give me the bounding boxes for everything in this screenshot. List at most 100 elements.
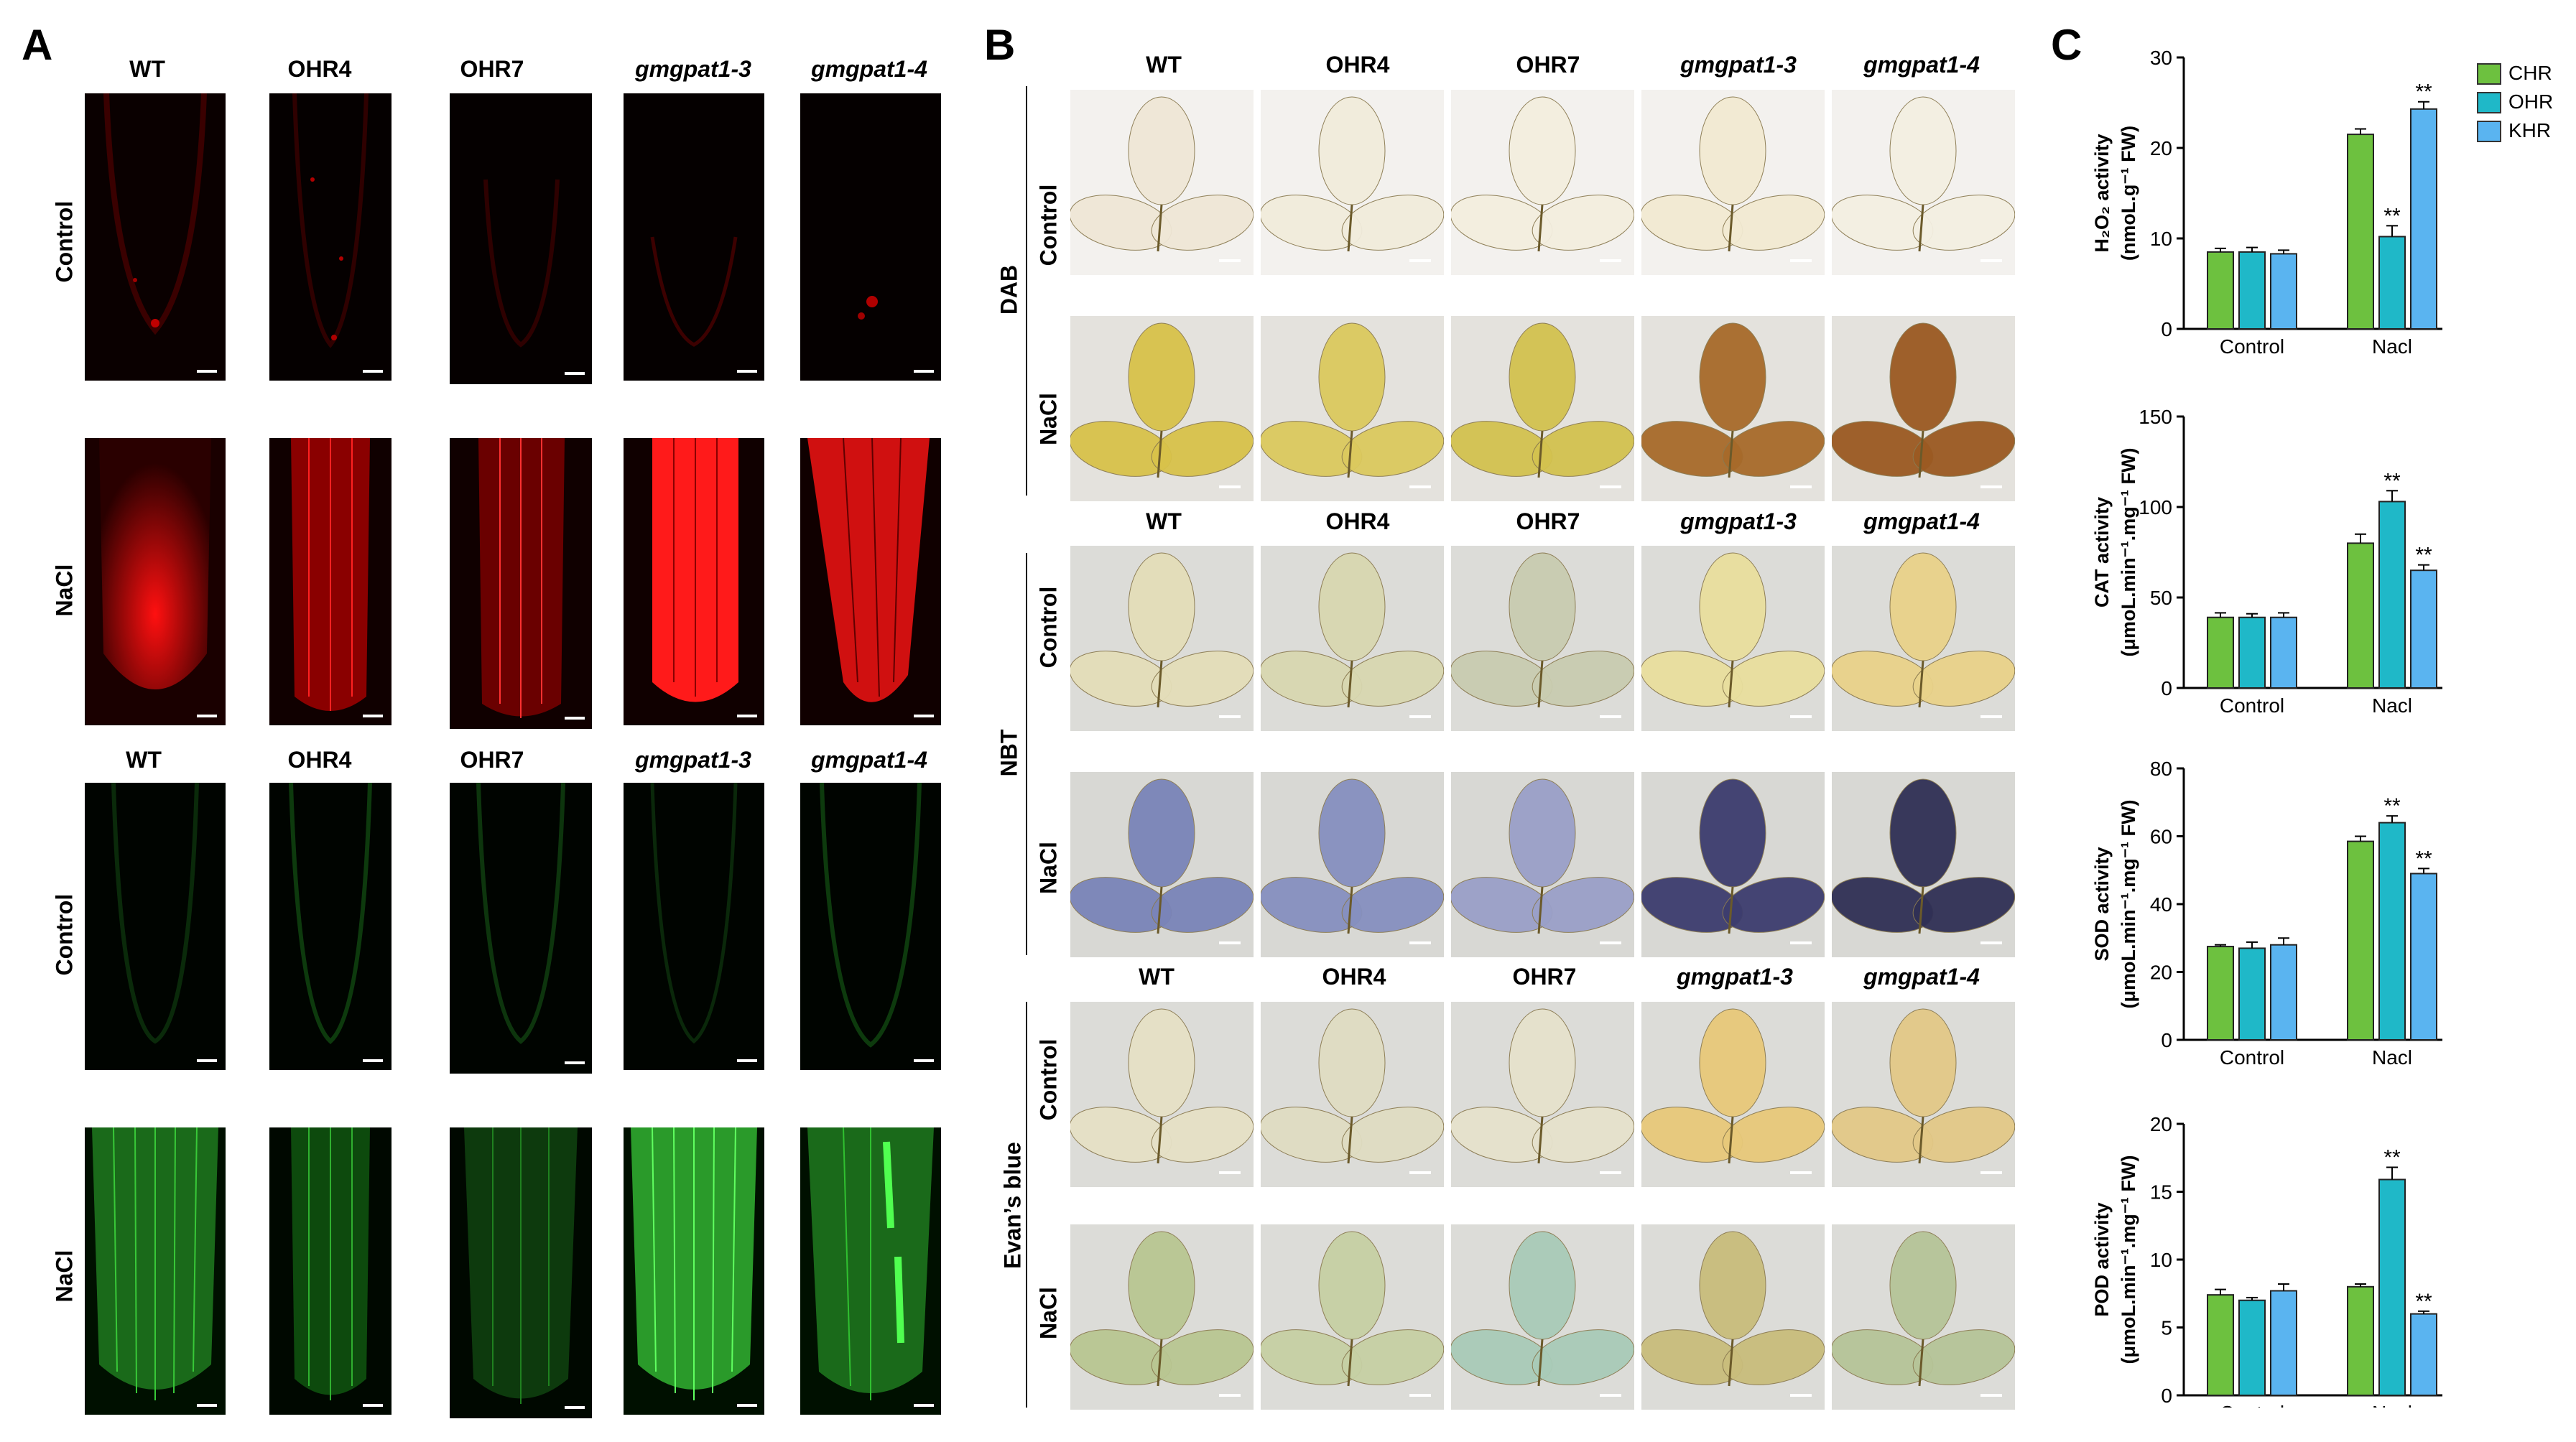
legend-label-chr: CHR [2508,62,2552,84]
col-label-gmgpat1-3: gmgpat1-3 [635,56,751,82]
col-label-ohr4-2: OHR4 [287,747,352,773]
legend-swatch-chr [2477,63,2501,85]
scale-bar [1219,485,1241,488]
y-tick-label: 20 [2150,962,2172,984]
significance-mark: ** [2415,847,2432,870]
y-tick-label: 80 [2150,758,2172,780]
bar-chr-nacl [2347,840,2374,1041]
scale-bar [1409,1394,1431,1397]
bar-chr-control [2207,251,2234,330]
root-image-gmgpat1-3-control-fluor [624,783,764,1070]
col-label-ohr4: OHR4 [287,56,352,82]
scale-bar [1219,259,1241,262]
col-label-wt-2: WT [126,747,162,773]
b-col-label-gmgpat1-3-2: gmgpat1-3 [1680,508,1797,534]
x-tick-label: Nacl [2372,1402,2412,1408]
legend-swatch-ohr [2477,92,2501,113]
panel-label-a: A [22,21,53,69]
panel-label-b: B [984,21,1016,69]
b-col-label-ohr7-3: OHR7 [1512,964,1577,990]
y-axis-unit-label: (μmoL.min⁻¹.mg⁻¹ FW) [2118,448,2139,657]
leaf-image-ohr4-dab-control [1261,90,1444,275]
root-image-gmgpat1-4-nacl-fluor [800,1127,941,1415]
b-row-label-nacl-dab: NaCl [1035,393,1062,445]
root-image-gmgpat1-3-nacl-fluor [624,1127,764,1415]
bar-chr-nacl [2347,1285,2374,1397]
scale-bar [1790,941,1812,944]
scale-bar [1409,259,1431,262]
root-image-ohr7-control-ros [450,93,592,384]
leaf-image-ohr4-evans-control [1261,1002,1444,1187]
b-col-label-ohr7-2: OHR7 [1516,508,1580,534]
significance-mark: ** [2415,1290,2432,1313]
stain-label-evans-blue: Evan’s blue [999,1142,1026,1269]
scale-bar [1219,715,1241,718]
scale-bar [1600,485,1621,488]
y-tick-label: 30 [2150,47,2172,69]
scale-bar [1600,941,1621,944]
b-col-label-gmgpat1-3-3: gmgpat1-3 [1677,964,1793,990]
nbt-bracket [1026,553,1027,955]
scale-bar [1600,1171,1621,1174]
dab-bracket [1026,86,1027,496]
leaf-image-gmgpat1-4-nbt-nacl [1832,772,2015,957]
b-col-label-ohr4-3: OHR4 [1322,964,1386,990]
bar-khr-nacl [2410,873,2437,1041]
y-axis-unit-label: (μmoL.min⁻¹.mg⁻¹ FW) [2118,800,2139,1009]
scale-bar [1409,941,1431,944]
scale-bar [1409,485,1431,488]
root-image-ohr4-control-ros [269,93,392,381]
leaf-image-gmgpat1-4-dab-nacl [1832,316,2015,501]
leaf-image-wt-dab-nacl [1070,316,1254,501]
x-tick-label: Control [2220,694,2284,717]
enzyme-activity-charts: 0 10 20 30 H₂O₂ activity (nmoL.g⁻¹ FW) Control… [2091,47,2442,1408]
scale-bar [1790,1394,1812,1397]
root-image-ohr7-nacl-ros [450,438,592,729]
leaf-image-gmgpat1-3-dab-nacl [1641,316,1825,501]
significance-mark: ** [2383,469,2401,493]
significance-mark: ** [2383,1145,2401,1169]
col-label-ohr7-2: OHR7 [460,747,524,773]
scale-bar [1790,715,1812,718]
col-label-ohr7: OHR7 [460,56,524,82]
b-col-label-wt-1: WT [1146,52,1182,78]
bar-khr-control [2270,944,2297,1041]
b-col-label-ohr7-1: OHR7 [1516,52,1580,78]
y-tick-label: 40 [2150,893,2172,916]
row-label-control-green: Control [51,893,78,976]
leaf-image-gmgpat1-4-dab-control [1832,90,2015,275]
y-tick-label: 0 [2161,1385,2172,1407]
y-axis-label: CAT activity [2091,497,2113,608]
scale-bar [1409,715,1431,718]
scale-bar [1219,941,1241,944]
root-image-wt-control-fluor [85,783,226,1070]
x-tick-label: Control [2220,1046,2284,1069]
bar-ohr-nacl [2378,236,2406,330]
bar-ohr-control [2238,251,2266,330]
y-tick-label: 0 [2161,1029,2172,1051]
panel-label-c: C [2051,21,2082,69]
y-axis-label: SOD activity [2091,847,2113,961]
col-label-wt: WT [129,56,165,82]
b-row-label-nacl-evans: NaCl [1035,1287,1062,1339]
b-col-label-wt-3: WT [1139,964,1175,990]
stain-label-dab: DAB [996,264,1022,315]
bar-khr-control [2270,1290,2297,1396]
root-image-gmgpat1-3-nacl-ros [624,438,764,725]
scale-bar [1600,1394,1621,1397]
y-tick-label: 15 [2150,1181,2172,1204]
leaf-image-ohr4-nbt-nacl [1261,772,1444,957]
significance-mark: ** [2415,544,2432,567]
y-tick-label: 60 [2150,826,2172,848]
legend-label-khr: KHR [2508,119,2552,141]
legend-swatch-khr [2477,121,2501,142]
x-tick-label: Nacl [2372,694,2412,717]
bar-ohr-nacl [2378,501,2406,689]
y-tick-label: 0 [2161,318,2172,340]
bar-khr-nacl [2410,108,2437,330]
root-image-gmgpat1-4-control-ros [800,93,941,381]
root-image-wt-control-ros [85,93,226,381]
bar-chr-control [2207,616,2234,689]
bar-khr-control [2270,253,2297,330]
scale-bar [1600,259,1621,262]
